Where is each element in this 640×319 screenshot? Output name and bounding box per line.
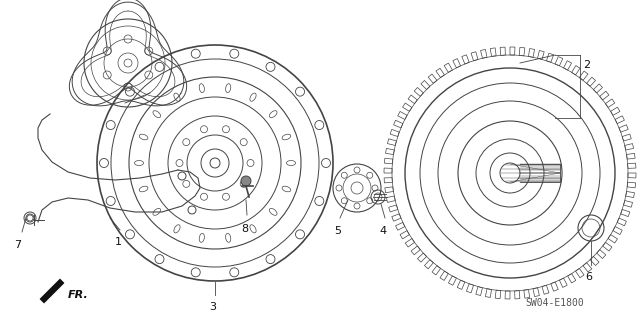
Text: 3: 3 xyxy=(209,302,216,312)
Text: 2: 2 xyxy=(583,60,590,70)
Text: FR.: FR. xyxy=(68,290,89,300)
Text: 5: 5 xyxy=(335,226,342,236)
Text: 7: 7 xyxy=(15,240,22,250)
Text: 1: 1 xyxy=(115,237,122,247)
Polygon shape xyxy=(40,279,64,303)
Text: 8: 8 xyxy=(241,224,248,234)
Text: 6: 6 xyxy=(586,272,593,282)
Circle shape xyxy=(241,176,251,186)
Text: SW04-E1800: SW04-E1800 xyxy=(525,298,584,308)
Text: 4: 4 xyxy=(380,226,387,236)
